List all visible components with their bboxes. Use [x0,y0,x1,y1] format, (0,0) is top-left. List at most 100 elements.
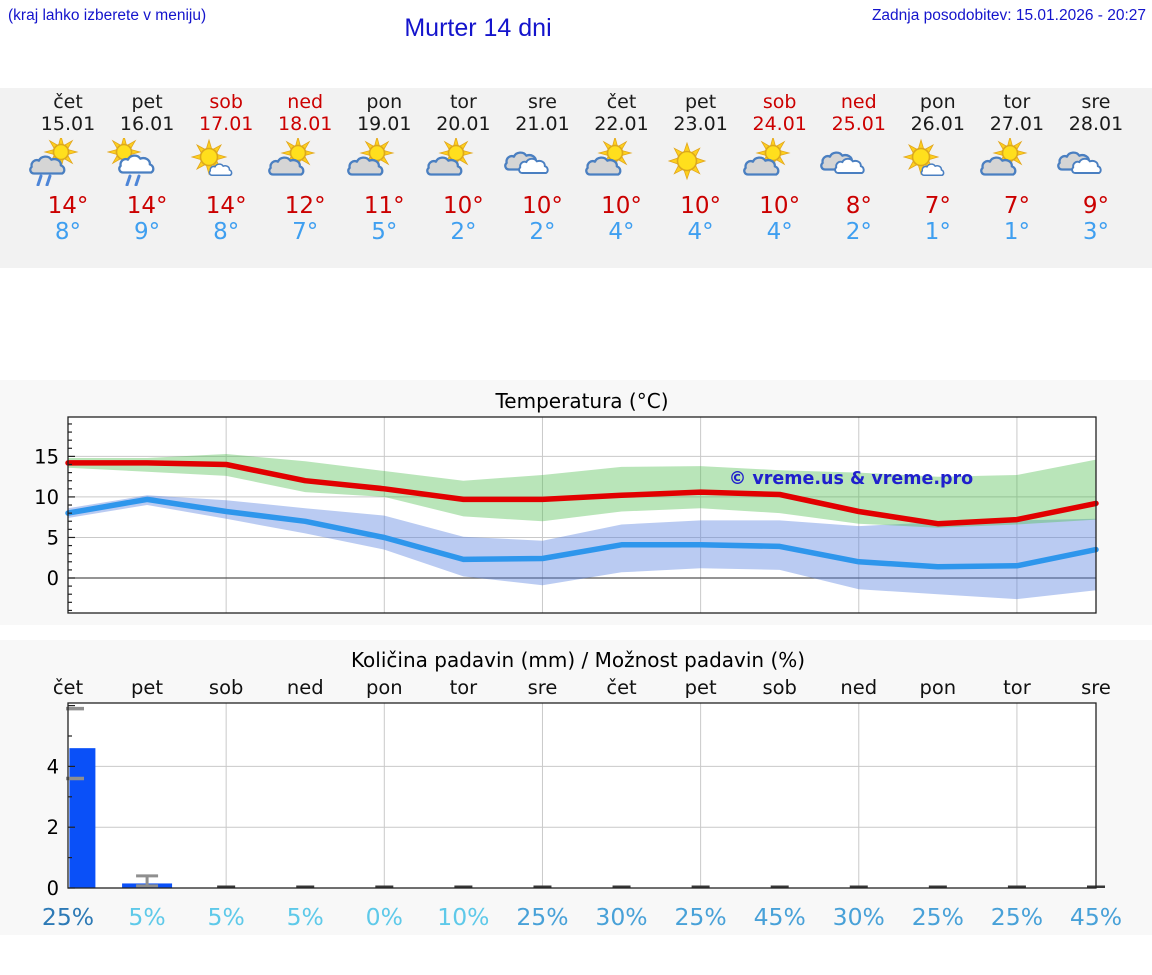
high-temp: 8° [845,193,872,219]
precip-day-label: čet [606,676,637,699]
forecast-day-column: sre 21.01 10° 2° [503,91,583,245]
low-temp: 2° [450,219,477,245]
precip-probability-label: 30% [833,903,885,931]
sun-icon [661,138,741,188]
precip-probability-label: 25% [674,903,726,931]
day-name: čet [606,91,637,113]
day-date: 26.01 [910,113,965,135]
precip-probability-label: 5% [128,903,165,931]
high-temp: 12° [284,193,326,219]
precip-bar [770,885,789,888]
y-axis-tick-label: 4 [47,755,59,778]
day-date: 24.01 [752,113,807,135]
y-axis-tick-label: 0 [47,877,59,900]
day-name: čet [53,91,83,113]
day-name: sre [528,91,557,113]
precip-day-label: ned [287,676,324,699]
precip-probability-label: 10% [437,903,489,931]
forecast-day-column: pet 23.01 10° 4° [661,91,741,245]
precip-bar [1007,885,1026,888]
day-date: 19.01 [357,113,412,135]
sun-cloud-rain-white-icon [107,138,187,188]
precip-bar [217,885,236,888]
low-temp: 2° [529,219,556,245]
precip-day-label: sob [209,676,243,699]
forecast-day-column: pet 16.01 14° 9° [107,91,187,245]
cloud-sun-icon [582,138,662,188]
day-name: sob [762,91,797,113]
sun-small-cloud-icon [898,138,978,188]
cloud-sun-icon [265,138,345,188]
precip-probability-label: 25% [42,903,94,931]
day-date: 16.01 [119,113,175,135]
forecast-day-column: pon 19.01 11° 5° [344,91,424,245]
low-temp: 4° [687,219,714,245]
precipitation-chart-title: Količina padavin (mm) / Možnost padavin … [351,648,805,672]
temperature-chart: 0 5 10 15 Temperatura (°C) © vreme.us & vreme… [0,380,1152,625]
day-name: tor [449,91,477,113]
precip-day-label: pon [366,676,403,699]
precip-day-label: čet [53,676,84,699]
forecast-day-column: čet 15.01 14° 8° [28,91,108,245]
precip-day-label: sre [528,676,558,699]
precip-probability-label: 5% [287,903,324,931]
day-date: 28.01 [1068,113,1124,135]
forecast-day-column: ned 25.01 8° 2° [819,91,899,245]
low-temp: 4° [608,219,635,245]
watermark: © vreme.us & vreme.pro [729,469,973,489]
low-temp: 8° [54,219,82,245]
forecast-day-column: tor 27.01 7° 1° [977,91,1057,245]
precip-day-label: sre [1081,676,1111,699]
error-bar [136,874,159,888]
last-updated: Zadnja posodobitev: 15.01.2026 - 20:27 [871,7,1146,24]
min-temp-band [68,495,1096,600]
clouds-icon [503,138,583,188]
forecast-day-column: sob 24.01 10° 4° [740,91,820,245]
low-temp: 3° [1082,219,1110,245]
precip-probability-label: 0% [366,903,403,931]
cloud-sun-icon [977,138,1057,188]
precip-bar [612,885,631,888]
y-axis-tick-label: 10 [34,486,59,509]
precip-bar [69,748,96,888]
precip-day-label: sob [762,676,796,699]
day-name: ned [840,91,877,113]
day-date: 23.01 [673,113,728,135]
high-temp: 10° [680,193,721,219]
precip-bar [454,885,473,888]
forecast-strip: čet 15.01 14° 8° pet 16.01 14° 9° sob 17.01 14° 8… [0,88,1152,268]
precip-bar [296,885,315,888]
cloud-sun-icon [423,138,503,188]
sun-cloud-rain-icon [28,138,108,188]
precip-day-label: ned [840,676,877,699]
low-temp: 9° [134,219,161,245]
precip-day-label: pet [131,676,163,699]
precip-day-label: tor [1003,676,1032,699]
cloud-sun-icon [344,138,424,188]
precip-day-label: tor [450,676,479,699]
precipitation-chart: čet pet sob ned pon tor sre čet pet sob ned pon tor s… [0,640,1152,935]
precip-bar [375,885,394,888]
day-name: ned [287,91,324,113]
precip-bar [691,885,710,888]
high-temp: 10° [443,193,484,219]
precip-bar [928,885,947,888]
y-axis-tick-label: 2 [47,816,59,839]
day-name: pon [366,91,403,113]
cloud-sun-icon [740,138,820,188]
forecast-day-column: pon 26.01 7° 1° [898,91,978,245]
precip-probability-label: 5% [208,903,245,931]
precip-probability-label: 45% [754,903,806,931]
precip-day-label: pet [685,676,717,699]
precip-probability-label: 45% [1070,903,1122,931]
day-date: 25.01 [831,113,886,135]
high-temp: 14° [47,193,89,219]
day-name: sob [209,91,243,113]
low-temp: 1° [1003,219,1030,245]
y-axis-tick-label: 15 [34,445,59,468]
high-temp: 10° [601,193,642,219]
forecast-day-column: tor 20.01 10° 2° [423,91,503,245]
low-temp: 7° [292,219,319,245]
day-name: pet [131,91,163,113]
max-temp-line [65,460,1099,527]
